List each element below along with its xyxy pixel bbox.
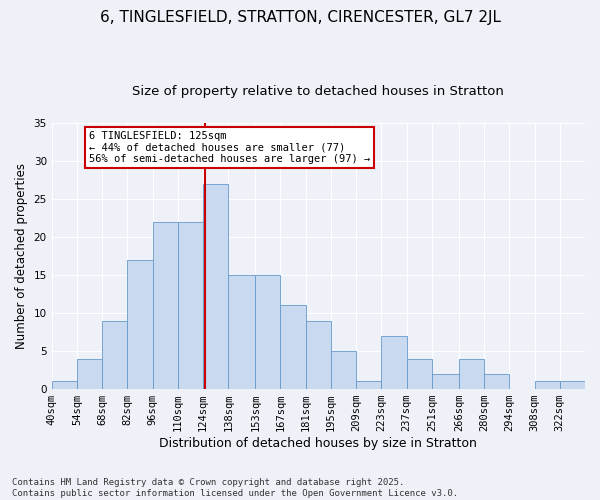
- Bar: [127, 260, 152, 389]
- Bar: [280, 306, 306, 389]
- Bar: [459, 358, 484, 389]
- Bar: [331, 351, 356, 389]
- Y-axis label: Number of detached properties: Number of detached properties: [15, 163, 28, 349]
- X-axis label: Distribution of detached houses by size in Stratton: Distribution of detached houses by size …: [160, 437, 477, 450]
- Bar: [560, 382, 585, 389]
- Title: Size of property relative to detached houses in Stratton: Size of property relative to detached ho…: [133, 85, 504, 98]
- Bar: [255, 275, 280, 389]
- Bar: [178, 222, 203, 389]
- Text: 6, TINGLESFIELD, STRATTON, CIRENCESTER, GL7 2JL: 6, TINGLESFIELD, STRATTON, CIRENCESTER, …: [100, 10, 500, 25]
- Bar: [382, 336, 407, 389]
- Bar: [484, 374, 509, 389]
- Bar: [432, 374, 459, 389]
- Bar: [407, 358, 432, 389]
- Bar: [77, 358, 102, 389]
- Bar: [535, 382, 560, 389]
- Bar: [152, 222, 178, 389]
- Bar: [306, 320, 331, 389]
- Text: 6 TINGLESFIELD: 125sqm
← 44% of detached houses are smaller (77)
56% of semi-det: 6 TINGLESFIELD: 125sqm ← 44% of detached…: [89, 131, 370, 164]
- Bar: [203, 184, 228, 389]
- Text: Contains HM Land Registry data © Crown copyright and database right 2025.
Contai: Contains HM Land Registry data © Crown c…: [12, 478, 458, 498]
- Bar: [356, 382, 382, 389]
- Bar: [228, 275, 255, 389]
- Bar: [102, 320, 127, 389]
- Bar: [52, 382, 77, 389]
